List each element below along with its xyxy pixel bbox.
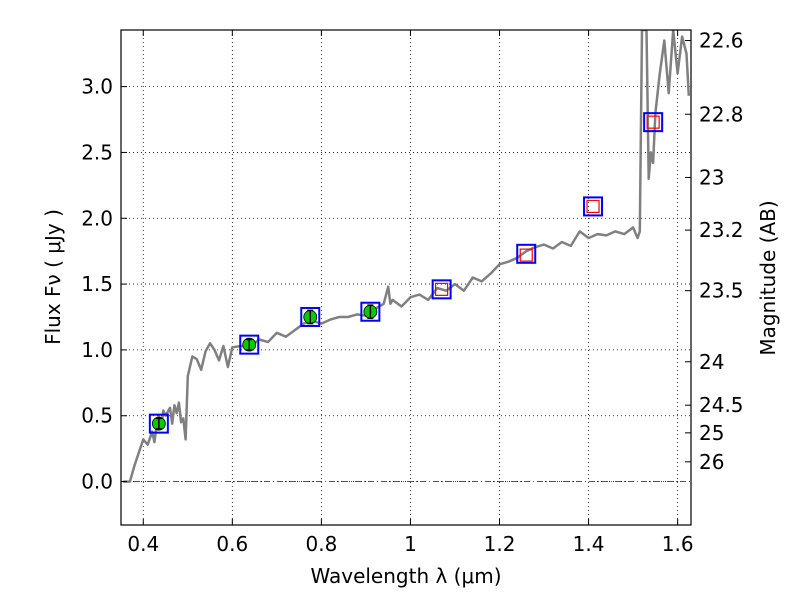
magnitude-tick-label: 24: [699, 350, 724, 374]
x-tick-label: 0.8: [305, 532, 337, 556]
axis-ticks: [121, 30, 691, 525]
x-tick-label: 1.6: [662, 532, 694, 556]
x-tick-label: 0.4: [127, 532, 159, 556]
y-tick-label: 0.0: [81, 470, 113, 494]
upper-limit-point: [435, 282, 449, 296]
y-tick-labels: 0.0 0.5 1.0 1.5 2.0 2.5 3.0: [81, 75, 113, 494]
x-tick-label: 1: [404, 532, 417, 556]
synthetic-photometry-point: [516, 243, 537, 264]
y-tick-label: 3.0: [81, 75, 113, 99]
synthetic-photometry-point: [431, 279, 452, 300]
magnitude-tick-label: 26: [699, 450, 724, 474]
x-axis-label: Wavelength λ (μm): [310, 564, 501, 588]
upper-limit-point: [646, 115, 660, 129]
synthetic-photometry-point: [239, 334, 260, 355]
y-tick-label: 1.5: [81, 272, 113, 296]
upper-limit-markers: [435, 115, 660, 296]
observed-photometry-point: [151, 416, 166, 431]
synthetic-photometry-point: [643, 112, 664, 133]
magnitude-tick-labels: 22.6 22.8 23 23.2 23.5 24 24.5 25 26: [699, 29, 744, 474]
synthetic-photometry-markers: [148, 112, 664, 434]
synthetic-photometry-point: [360, 301, 381, 322]
synthetic-photometry-point: [300, 306, 321, 327]
magnitude-tick-label: 24.5: [699, 393, 744, 417]
observed-photometry-point: [363, 304, 378, 320]
observed-photometry-point: [303, 309, 318, 325]
y-tick-label: 0.5: [81, 404, 113, 428]
magnitude-tick-label: 22.8: [699, 102, 744, 126]
plot-frame: [120, 29, 692, 526]
x-tick-label: 0.6: [216, 532, 248, 556]
y-axis-label: Flux Fν ( μJy ): [41, 209, 65, 345]
y-tick-label: 1.0: [81, 338, 113, 362]
magnitude-tick-label: 23: [699, 165, 724, 189]
right-axis-label: Magnitude (AB): [756, 200, 780, 355]
magnitude-tick-label: 22.6: [699, 29, 744, 53]
y-tick-label: 2.0: [81, 206, 113, 230]
upper-limit-point: [519, 248, 533, 262]
synthetic-photometry-point: [148, 413, 169, 434]
y-tick-label: 2.5: [81, 140, 113, 164]
x-tick-labels: 0.4 0.6 0.8 1 1.2 1.4 1.6: [127, 532, 693, 556]
observed-photometry-point: [242, 337, 257, 352]
x-tick-label: 1.2: [484, 532, 516, 556]
upper-limit-point: [586, 199, 600, 214]
synthetic-photometry-point: [583, 196, 604, 217]
grid: [121, 30, 691, 525]
magnitude-tick-label: 25: [699, 421, 724, 445]
sed-model-line: [123, 30, 691, 483]
magnitude-tick-label: 23.2: [699, 218, 744, 242]
observed-photometry-markers: [151, 304, 378, 431]
x-tick-label: 1.4: [573, 532, 605, 556]
magnitude-tick-label: 23.5: [699, 279, 744, 303]
